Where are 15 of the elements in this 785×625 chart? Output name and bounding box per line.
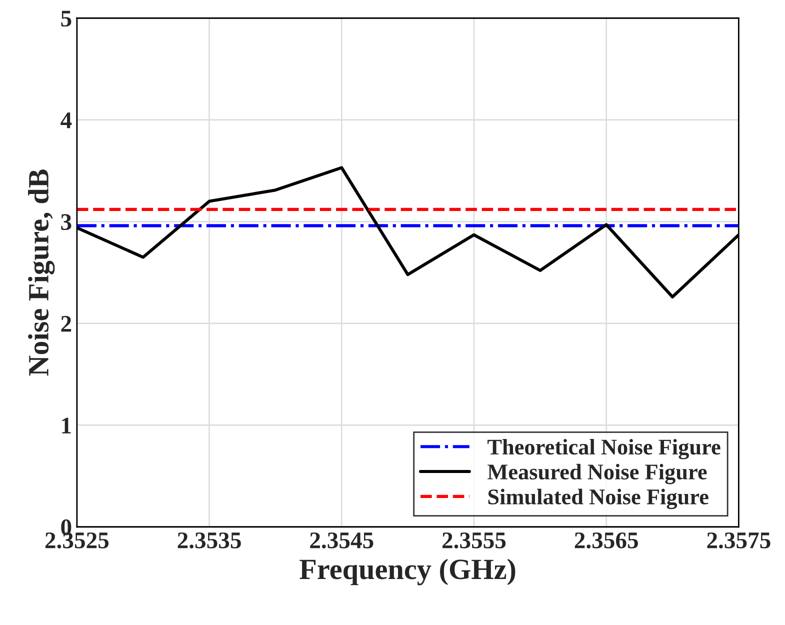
x-tick-label: 2.3535 — [178, 532, 241, 548]
legend-label: Theoretical Noise Figure — [488, 438, 720, 460]
x-tick-label: 2.3555 — [442, 532, 506, 548]
legend-label: Measured Noise Figure — [488, 464, 707, 484]
y-axis-title: Noise Figure, dB — [28, 169, 55, 376]
y-tick-label: 1 — [62, 418, 71, 434]
y-tick-label: 3 — [61, 214, 72, 230]
legend-label: Simulated Noise Figure — [488, 488, 708, 510]
y-tick-label: 2 — [61, 316, 72, 332]
y-tick-label: 4 — [60, 112, 72, 128]
y-tick-label: 5 — [61, 10, 72, 27]
x-axis-title: Frequency (GHz) — [300, 558, 516, 586]
x-tick-label: 2.3565 — [574, 532, 638, 548]
x-tick-label: 2.3545 — [310, 532, 374, 548]
x-tick-label: 2.3575 — [707, 532, 770, 548]
